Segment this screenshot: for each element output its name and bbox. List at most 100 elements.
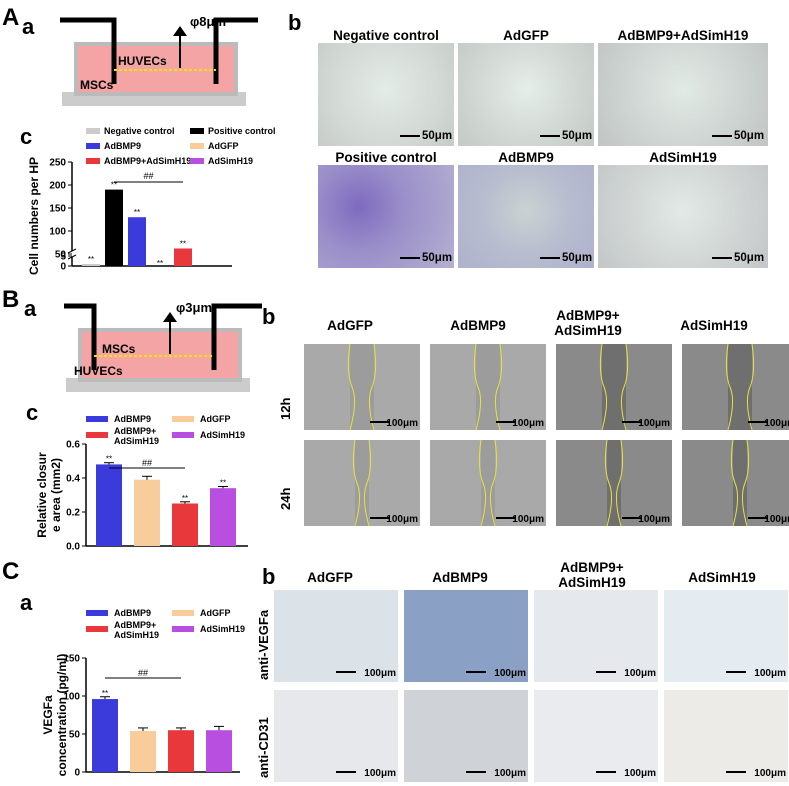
lower-cell-label: MSCs bbox=[80, 78, 114, 92]
ihc-image-r1-c3: 100μm bbox=[664, 690, 788, 782]
bar-annotation-4: ** bbox=[180, 239, 186, 248]
scale-bar-3: 50μm bbox=[712, 130, 764, 142]
panel-b-c-letter: c bbox=[26, 400, 39, 425]
comparison-label: ## bbox=[143, 171, 153, 181]
y-tick-label-1: 50 bbox=[69, 730, 81, 741]
y-tick-label-1: 0.2 bbox=[66, 508, 80, 519]
wound-image-r1-c2: 100μm bbox=[556, 439, 672, 527]
bar-1 bbox=[134, 479, 160, 546]
y-tick-label-6: 250 bbox=[49, 158, 66, 169]
y-tick-label-4: 150 bbox=[49, 204, 66, 215]
y-tick-label-5: 200 bbox=[49, 181, 66, 192]
b-b-col-2: AdBMP9 bbox=[450, 318, 506, 333]
ihc-image-r0-c1: 100μm bbox=[404, 590, 528, 682]
svg-text:100μm: 100μm bbox=[494, 668, 526, 679]
bar-annotation-2: ** bbox=[134, 208, 140, 217]
b-upper-cell-label: MSCs bbox=[102, 342, 136, 356]
a-b-title-6: AdSimH19 bbox=[649, 150, 717, 165]
bar-2 bbox=[168, 730, 194, 772]
y-axis-label-line-1: Relative closur bbox=[35, 452, 49, 538]
svg-text:100μm: 100μm bbox=[386, 418, 418, 429]
axis-break-2 bbox=[67, 254, 77, 260]
legend-label-1: AdGFP bbox=[200, 414, 231, 424]
comparison-label: ## bbox=[142, 458, 152, 468]
legend-swatch-3 bbox=[172, 626, 194, 632]
svg-text:100μm: 100μm bbox=[512, 514, 544, 525]
a-b-title-5: AdBMP9 bbox=[498, 150, 554, 165]
micrograph-negative-control bbox=[318, 43, 454, 146]
y-tick-label-3: 0.6 bbox=[66, 440, 80, 451]
c-row-vegfa: anti-VEGFa bbox=[256, 609, 271, 680]
svg-text:100μm: 100μm bbox=[754, 768, 786, 779]
panel-c-b-letter: b bbox=[262, 564, 276, 589]
wound-image-r0-c1: 100μm bbox=[430, 343, 546, 431]
bar-2 bbox=[128, 217, 146, 266]
c-b-col-4: AdSimH19 bbox=[688, 570, 756, 585]
legend-label-2: AdBMP9+ AdSimH19 bbox=[114, 426, 159, 446]
legend-swatch-0 bbox=[86, 610, 108, 616]
legend-swatch-1 bbox=[190, 128, 204, 134]
ihc-image-r0-c3: 100μm bbox=[664, 590, 788, 682]
svg-text:100μm: 100μm bbox=[764, 514, 789, 525]
legend-swatch-2 bbox=[86, 626, 108, 632]
c-b-col-1: AdGFP bbox=[307, 570, 353, 585]
y-tick-label-0: 0 bbox=[74, 768, 80, 779]
bar-0 bbox=[92, 699, 118, 772]
ihc-image-r1-c1: 100μm bbox=[404, 690, 528, 782]
scale-bar-1: 50μm bbox=[400, 130, 452, 142]
y-axis-label-line-2: concentration (pg/ml) bbox=[55, 654, 69, 777]
panel-c-a-letter: a bbox=[20, 590, 33, 615]
c-b-col-3: AdBMP9+ AdSimH19 bbox=[558, 560, 626, 590]
legend-label-3: AdGFP bbox=[208, 141, 239, 151]
bar-annotation-0: ** bbox=[102, 689, 108, 698]
legend-swatch-2 bbox=[86, 432, 108, 438]
legend-label-3: AdSimH19 bbox=[200, 624, 245, 634]
scale-bar-5: 50μm bbox=[540, 252, 592, 264]
ihc-grid: 100μm 100μm 100μm 100μm 100μm 100μm 100μm 100μm bbox=[274, 590, 788, 782]
c-b-col-2: AdBMP9 bbox=[432, 570, 488, 585]
bar-annotation-2: ** bbox=[182, 494, 188, 503]
comparison-label: ## bbox=[138, 668, 148, 678]
ihc-image-r0-c2: 100μm bbox=[534, 590, 658, 682]
y-tick-label-3: 150 bbox=[63, 654, 80, 665]
wound-image-r1-c0: 100μm bbox=[304, 439, 420, 527]
wound-image-r1-c1: 100μm bbox=[430, 439, 546, 527]
bar-2 bbox=[172, 503, 198, 546]
bar-1 bbox=[130, 730, 156, 772]
transwell-diagram-b bbox=[64, 303, 262, 392]
bar-4 bbox=[174, 248, 192, 266]
y-axis-label-line-2: e area (mm2) bbox=[49, 458, 63, 532]
upper-cell-label: HUVECs bbox=[118, 54, 167, 68]
svg-text:100μm: 100μm bbox=[764, 418, 789, 429]
y-tick-label-3: 100 bbox=[49, 227, 66, 238]
wound-image-r0-c0: 100μm bbox=[304, 343, 420, 431]
scale-bar-2: 50μm bbox=[540, 130, 592, 142]
b-pore-size-label: φ3μm bbox=[176, 300, 213, 315]
ihc-image-r1-c2: 100μm bbox=[534, 690, 658, 782]
y-axis-label: Cell numbers per HP bbox=[27, 157, 41, 275]
micrograph-adbmp9-adsimh19 bbox=[598, 43, 768, 146]
svg-text:100μm: 100μm bbox=[386, 514, 418, 525]
svg-text:100μm: 100μm bbox=[364, 768, 396, 779]
bar-annotation-0: ** bbox=[106, 455, 112, 464]
chart-vegfa: AdBMP9 AdGFP AdBMP9+ AdSimH19 AdSimH19 0 50 100… bbox=[41, 608, 245, 779]
legend-label-0: AdBMP9 bbox=[114, 608, 151, 618]
transwell-diagram-a bbox=[60, 17, 258, 106]
bar-annotation-3: ** bbox=[220, 479, 226, 488]
svg-text:100μm: 100μm bbox=[754, 668, 786, 679]
b-b-col-1: AdGFP bbox=[327, 318, 373, 333]
scale-bar-6: 50μm bbox=[712, 252, 764, 264]
legend-swatch-3 bbox=[172, 432, 194, 438]
bar-3 bbox=[206, 730, 232, 772]
svg-text:100μm: 100μm bbox=[624, 768, 656, 779]
ihc-image-r1-c0: 100μm bbox=[274, 690, 398, 782]
legend-label-3: AdSimH19 bbox=[200, 430, 245, 440]
micrograph-adbmp9 bbox=[458, 165, 594, 268]
legend-swatch-2 bbox=[86, 143, 100, 149]
b-b-col-3: AdBMP9+ AdSimH19 bbox=[554, 308, 622, 338]
legend-label-0: Negative control bbox=[104, 126, 175, 136]
svg-text:100μm: 100μm bbox=[512, 418, 544, 429]
b-row-24h: 24h bbox=[278, 487, 293, 510]
y-tick-label-1: 5 bbox=[60, 252, 66, 263]
wound-image-r0-c2: 100μm bbox=[556, 343, 672, 431]
